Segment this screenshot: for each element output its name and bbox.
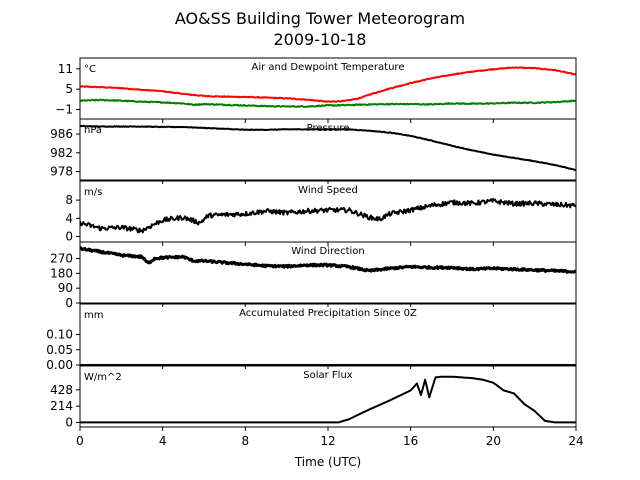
temperature-y-tick-label: −1: [55, 103, 73, 117]
precipitation-unit-label: mm: [84, 310, 103, 321]
wind-direction-y-tick-label: 270: [50, 251, 73, 265]
precipitation-y-tick-label: 0.05: [46, 343, 73, 357]
x-tick-label: 0: [76, 434, 84, 448]
precipitation-y-tick-label: 0.10: [46, 328, 73, 342]
panel-solar-flux: 0 214 428 Solar Flux W/m^2: [50, 365, 577, 431]
wind-speed-y-tick-label: 8: [65, 193, 73, 207]
solar-flux-series-0-line: [80, 375, 576, 424]
solar-flux-y-tick-label: 214: [50, 399, 73, 413]
wind-speed-y-tick-label: 4: [65, 211, 73, 225]
x-axis: 0 4 8 12 16 20 24: [76, 434, 583, 448]
pressure-panel-title: Pressure: [307, 123, 350, 134]
pressure-y-tick-label: 978: [50, 165, 73, 179]
solar-flux-unit-label: W/m^2: [84, 372, 122, 383]
wind-direction-series-0-line: [80, 246, 576, 274]
x-axis-label: Time (UTC): [294, 455, 361, 469]
solar-flux-y-tick-label: 0: [65, 415, 73, 429]
panel-wind-speed: 0 4 8 Wind Speed m/s: [65, 180, 577, 246]
temperature-series-0-line: [80, 66, 576, 103]
panel-pressure: 978 982 986 Pressure hPa: [50, 118, 577, 184]
x-tick-label: 16: [403, 434, 418, 448]
precipitation-y-tick-label: 0.00: [46, 358, 73, 372]
wind-direction-y-tick-label: 0: [65, 296, 73, 310]
wind-direction-panel-title: Wind Direction: [291, 246, 365, 257]
wind-speed-panel-title: Wind Speed: [298, 185, 358, 196]
pressure-series-0-line: [80, 124, 576, 172]
chart-title-line1: AO&SS Building Tower Meteorogram: [175, 9, 465, 28]
wind-speed-series-0-line: [80, 197, 576, 234]
wind-direction-y-tick-label: 180: [50, 266, 73, 280]
temperature-panel-title: Air and Dewpoint Temperature: [252, 62, 405, 73]
solar-flux-panel-title: Solar Flux: [303, 370, 353, 381]
x-tick-label: 24: [568, 434, 583, 448]
pressure-unit-label: hPa: [84, 125, 102, 136]
temperature-y-tick-label: 5: [65, 82, 73, 96]
precipitation-panel-title: Accumulated Precipitation Since 0Z: [239, 308, 417, 319]
pressure-y-tick-label: 982: [50, 146, 73, 160]
chart-title-line2: 2009-10-18: [274, 30, 367, 49]
temperature-y-tick-label: 11: [58, 62, 73, 76]
temperature-series-1-line: [80, 98, 576, 108]
panel-precipitation: 0.000.050.10 Accumulated Precipitation Si…: [46, 303, 577, 372]
x-tick-label: 4: [159, 434, 167, 448]
x-tick-label: 8: [242, 434, 250, 448]
temperature-unit-label: °C: [84, 64, 96, 75]
pressure-y-tick-label: 986: [50, 127, 73, 141]
x-tick-label: 12: [320, 434, 335, 448]
x-tick-label: 20: [486, 434, 501, 448]
panel-temperature: −1 5 11 Air and Dewpoint Temperature °C: [55, 57, 577, 123]
solar-flux-y-tick-label: 428: [50, 383, 73, 397]
wind-speed-unit-label: m/s: [84, 187, 102, 198]
wind-speed-y-tick-label: 0: [65, 230, 73, 244]
wind-direction-y-tick-label: 90: [58, 281, 73, 295]
panels-layer: −1 5 11 Air and Dewpoint Temperature °C 978 98…: [46, 57, 577, 431]
